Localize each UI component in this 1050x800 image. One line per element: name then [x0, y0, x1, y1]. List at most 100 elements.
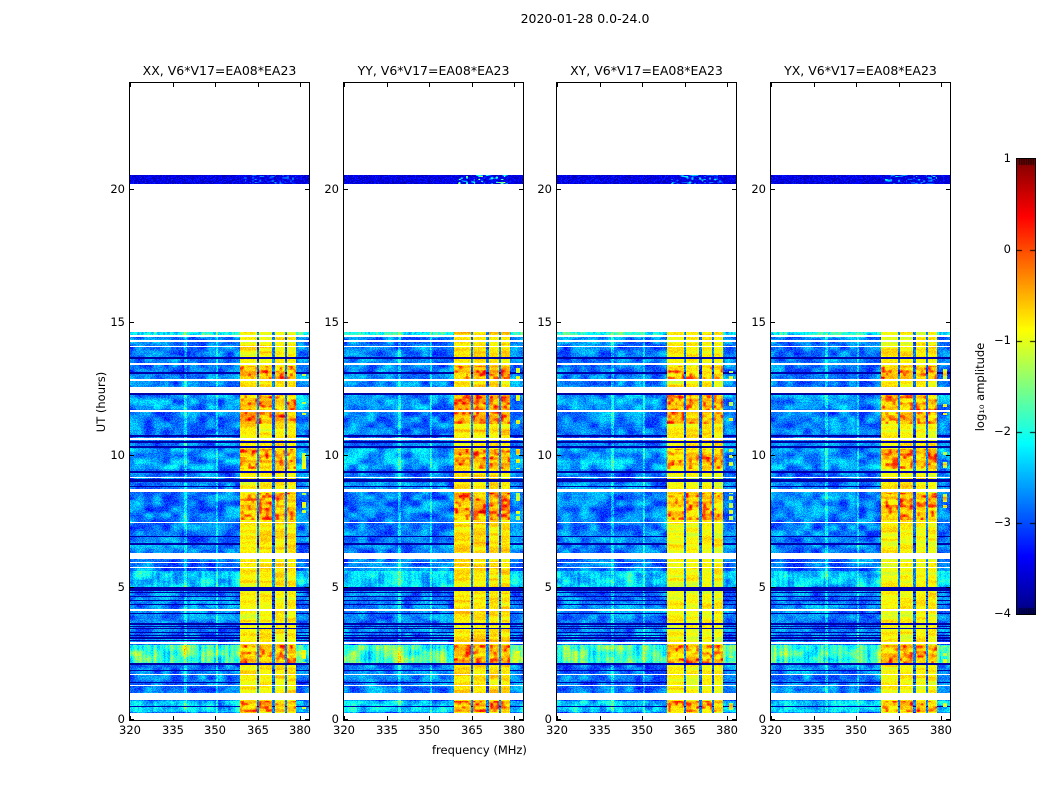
x-tick	[941, 83, 942, 87]
y-tick	[305, 455, 309, 456]
y-tick	[130, 455, 134, 456]
y-tick	[344, 189, 348, 190]
x-tick-label: 335	[589, 723, 611, 737]
panel-title-xx: XX, V6*V17=EA08*EA23	[142, 63, 297, 78]
y-tick-label: 20	[751, 182, 766, 196]
x-tick	[941, 716, 942, 720]
y-tick-label: 10	[324, 448, 339, 462]
y-tick	[771, 322, 775, 323]
y-tick-label: 15	[324, 315, 339, 329]
x-tick	[258, 83, 259, 87]
y-tick-label: 10	[537, 448, 552, 462]
y-tick	[305, 719, 309, 720]
y-tick-label: 10	[110, 448, 125, 462]
x-tick	[814, 716, 815, 720]
panel-yy	[343, 82, 524, 721]
y-tick	[557, 322, 561, 323]
figure-title: 2020-01-28 0.0-24.0	[520, 11, 650, 26]
x-tick-label: 380	[930, 723, 952, 737]
colorbar-tick-label: −1	[994, 333, 1011, 347]
y-axis-label: UT (hours)	[94, 371, 108, 432]
x-tick	[814, 83, 815, 87]
y-tick	[130, 587, 134, 588]
panel-title-xy: XY, V6*V17=EA08*EA23	[570, 63, 723, 78]
y-tick-label: 5	[117, 580, 125, 594]
x-tick	[899, 716, 900, 720]
x-tick	[557, 83, 558, 87]
y-tick	[130, 322, 134, 323]
x-tick	[258, 716, 259, 720]
x-tick	[472, 716, 473, 720]
panel-xx	[129, 82, 310, 721]
y-tick-label: 5	[758, 580, 766, 594]
x-tick	[514, 716, 515, 720]
x-tick-label: 350	[204, 723, 226, 737]
spectrogram-canvas-yy	[344, 83, 523, 720]
x-tick-label: 365	[674, 723, 696, 737]
y-tick	[557, 587, 561, 588]
y-tick-label: 15	[537, 315, 552, 329]
y-tick	[771, 587, 775, 588]
x-tick-label: 350	[845, 723, 867, 737]
x-tick	[727, 716, 728, 720]
x-axis-label: frequency (MHz)	[432, 743, 527, 757]
y-tick-label: 0	[544, 712, 552, 726]
x-tick-label: 365	[888, 723, 910, 737]
y-tick-label: 0	[331, 712, 339, 726]
x-tick	[130, 716, 131, 720]
y-tick-label: 0	[758, 712, 766, 726]
y-tick	[130, 719, 134, 720]
y-tick	[305, 322, 309, 323]
colorbar	[1016, 158, 1036, 615]
panel-xy	[556, 82, 737, 721]
y-tick	[946, 455, 950, 456]
x-tick	[642, 83, 643, 87]
x-tick-label: 320	[546, 723, 568, 737]
y-tick	[344, 455, 348, 456]
x-tick	[429, 716, 430, 720]
y-tick	[305, 587, 309, 588]
x-tick	[642, 716, 643, 720]
x-tick	[344, 83, 345, 87]
x-tick	[429, 83, 430, 87]
x-tick	[387, 716, 388, 720]
x-tick-label: 380	[503, 723, 525, 737]
spectrogram-canvas-xx	[130, 83, 309, 720]
y-tick	[732, 189, 736, 190]
y-tick	[732, 587, 736, 588]
y-tick	[732, 322, 736, 323]
x-tick-label: 365	[461, 723, 483, 737]
x-tick-label: 335	[803, 723, 825, 737]
x-tick	[771, 716, 772, 720]
x-tick	[514, 83, 515, 87]
colorbar-tick-label: 1	[1003, 151, 1011, 165]
colorbar-tick-label: −4	[994, 606, 1011, 620]
x-tick	[727, 83, 728, 87]
y-tick	[771, 189, 775, 190]
panel-title-yy: YY, V6*V17=EA08*EA23	[357, 63, 510, 78]
x-tick-label: 380	[716, 723, 738, 737]
x-tick-label: 350	[418, 723, 440, 737]
y-tick	[519, 587, 523, 588]
y-tick	[519, 322, 523, 323]
y-tick	[344, 719, 348, 720]
y-tick-label: 20	[324, 182, 339, 196]
x-tick	[771, 83, 772, 87]
y-tick	[130, 189, 134, 190]
y-tick	[557, 455, 561, 456]
spectrogram-canvas-xy	[557, 83, 736, 720]
x-tick	[300, 716, 301, 720]
panel-title-yx: YX, V6*V17=EA08*EA23	[784, 63, 937, 78]
y-tick-label: 0	[117, 712, 125, 726]
y-tick-label: 5	[544, 580, 552, 594]
x-tick	[685, 716, 686, 720]
x-tick-label: 335	[162, 723, 184, 737]
y-tick	[946, 322, 950, 323]
x-tick	[215, 83, 216, 87]
colorbar-label: log₁₀ amplitude	[973, 342, 987, 431]
y-tick	[557, 719, 561, 720]
x-tick	[557, 716, 558, 720]
x-tick	[685, 83, 686, 87]
x-tick	[387, 83, 388, 87]
y-tick	[305, 189, 309, 190]
